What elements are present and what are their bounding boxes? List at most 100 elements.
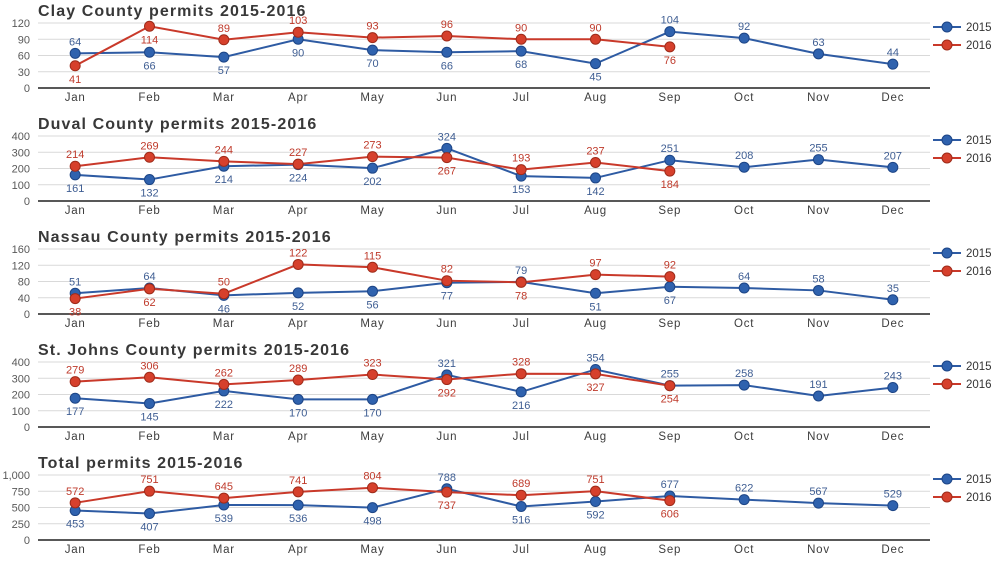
data-label-2015: 57 <box>218 65 230 77</box>
data-point-2015 <box>664 26 676 38</box>
data-label-2015: 170 <box>289 407 307 419</box>
y-axis-tick: 100 <box>12 406 30 418</box>
x-axis-label: Jun <box>436 205 457 217</box>
y-axis-tick: 200 <box>12 164 30 176</box>
y-axis-tick: 300 <box>12 373 30 385</box>
data-point-2015 <box>813 497 824 509</box>
data-point-2016 <box>441 152 453 164</box>
data-point-2015 <box>738 379 750 391</box>
data-point-2015 <box>813 284 824 296</box>
data-label-2016: 97 <box>589 258 601 270</box>
data-label-2015: 354 <box>586 352 604 364</box>
x-axis-label: Aug <box>584 544 607 556</box>
legend-item-2015: 2015 <box>933 473 992 486</box>
y-axis-tick: 80 <box>18 277 30 289</box>
data-point-2015 <box>367 502 378 514</box>
series-line-2015 <box>75 30 893 66</box>
data-point-2016 <box>144 485 155 497</box>
data-point-2015 <box>367 285 378 297</box>
legend-item-2015: 2015 <box>933 134 992 147</box>
data-label-2016: 741 <box>289 475 307 487</box>
data-label-2015: 258 <box>735 368 753 380</box>
data-label-2016: 82 <box>441 264 453 276</box>
x-axis-label: May <box>360 431 384 443</box>
data-point-2015 <box>738 282 750 294</box>
x-axis-label: Jun <box>436 431 457 443</box>
x-axis-label: Sep <box>658 318 681 330</box>
data-point-2016 <box>69 160 81 172</box>
chart-title: Duval County permits 2015-2016 <box>38 116 317 133</box>
data-point-2016 <box>292 258 304 270</box>
chart-4: St. Johns County permits 2015-2016 400 300… <box>0 339 1000 452</box>
x-axis-label: Jan <box>65 318 86 330</box>
y-axis-tick: 1,000 <box>2 470 30 482</box>
data-label-2015: 516 <box>512 514 530 526</box>
legend-marker-icon <box>941 265 953 277</box>
data-label-2015: 66 <box>143 60 155 72</box>
data-point-2015 <box>292 393 304 405</box>
data-label-2015: 207 <box>884 150 902 162</box>
data-label-2015: 46 <box>218 303 230 315</box>
legend-label: 2016 <box>966 40 992 52</box>
legend-item-2016: 2016 <box>933 152 992 165</box>
data-point-2015 <box>887 161 899 173</box>
data-label-2016: 254 <box>661 394 679 406</box>
data-label-2015: 161 <box>66 183 84 195</box>
legend-marker-icon <box>941 247 953 259</box>
chart-canvas: Total permits 2015-2016 1,000 750 500 250 0 Ja… <box>2 455 992 556</box>
data-point-2016 <box>515 164 527 176</box>
data-point-2016 <box>292 158 304 170</box>
legend-label: 2016 <box>966 153 992 165</box>
x-axis-label: Dec <box>881 318 904 330</box>
x-axis-label: Jul <box>513 544 530 556</box>
data-point-2015 <box>144 46 155 58</box>
legend-label: 2015 <box>966 135 992 147</box>
data-point-2016 <box>367 32 378 44</box>
legend-label: 2015 <box>966 22 992 34</box>
data-label-2016: 114 <box>141 34 159 46</box>
chart-canvas: St. Johns County permits 2015-2016 400 300… <box>12 342 992 443</box>
data-label-2015: 788 <box>438 472 456 484</box>
data-point-2016 <box>69 376 81 388</box>
data-point-2015 <box>367 393 378 405</box>
chart-canvas: Duval County permits 2015-2016 400 300 200 1… <box>12 116 992 217</box>
data-label-2016: 96 <box>441 19 453 31</box>
series-line-2015 <box>75 487 893 515</box>
chart-title: Nassau County permits 2015-2016 <box>38 229 332 246</box>
x-axis-label: Aug <box>584 318 607 330</box>
y-axis-tick: 60 <box>18 51 30 63</box>
data-point-2016 <box>367 369 378 381</box>
data-point-2016 <box>590 485 601 497</box>
chart-2: Duval County permits 2015-2016 400 300 200 1… <box>0 113 1000 226</box>
data-point-2016 <box>590 156 601 168</box>
data-label-2015: 622 <box>735 483 753 495</box>
data-point-2016 <box>292 486 304 498</box>
data-label-2015: 35 <box>887 283 899 295</box>
data-point-2015 <box>887 382 899 394</box>
data-label-2015: 214 <box>215 174 233 186</box>
series-line-2015 <box>75 280 893 301</box>
legend-marker-icon <box>941 134 953 146</box>
data-label-2016: 214 <box>66 149 84 161</box>
data-label-2016: 279 <box>66 365 84 377</box>
data-point-2016 <box>664 41 676 53</box>
data-point-2015 <box>515 45 527 57</box>
x-axis-label: Jun <box>436 544 457 556</box>
data-label-2016: 193 <box>512 153 530 165</box>
x-axis-label: Aug <box>584 205 607 217</box>
data-point-2016 <box>144 371 155 383</box>
x-axis-label: Mar <box>213 205 235 217</box>
chart-canvas: Clay County permits 2015-2016 120 90 60 30 0 J… <box>12 3 992 104</box>
y-axis-tick: 120 <box>12 18 30 30</box>
data-label-2015: 145 <box>140 411 158 423</box>
x-axis-label: Nov <box>807 205 830 217</box>
data-label-2016: 292 <box>438 388 456 400</box>
data-label-2015: 243 <box>884 371 902 383</box>
data-point-2015 <box>515 500 527 512</box>
x-axis-label: Nov <box>807 431 830 443</box>
data-point-2016 <box>218 155 230 167</box>
y-axis-tick: 30 <box>18 67 30 79</box>
y-axis-tick: 300 <box>12 147 30 159</box>
data-label-2015: 153 <box>512 184 530 196</box>
